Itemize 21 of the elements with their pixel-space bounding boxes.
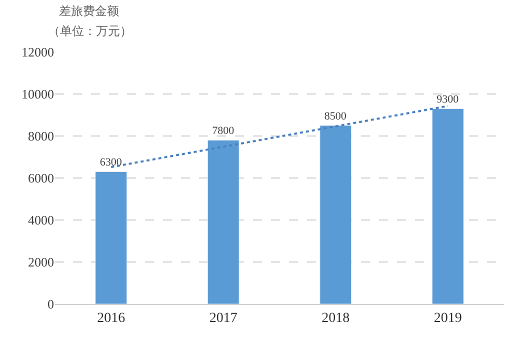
x-tick-label: 2019 — [434, 310, 462, 326]
y-tick-label: 2000 — [28, 254, 54, 270]
data-label: 6300 — [100, 156, 122, 169]
bar — [95, 171, 128, 304]
bar — [207, 140, 240, 304]
y-tick-label: 12000 — [22, 44, 54, 60]
chart-title: 差旅费金额 — [59, 4, 119, 18]
x-tick-label: 2018 — [322, 310, 350, 326]
data-label: 8500 — [324, 110, 347, 122]
y-tick-label: 0 — [48, 296, 54, 312]
y-tick-label: 8000 — [28, 128, 54, 144]
y-tick-label: 4000 — [28, 212, 54, 228]
y-tick-label: 10000 — [22, 86, 54, 102]
y-tick-label: 6000 — [28, 170, 54, 186]
bar — [320, 125, 352, 304]
data-label: 9300 — [436, 94, 460, 106]
chart-subtitle: （单位：万元） — [48, 24, 132, 38]
data-label: 7800 — [212, 125, 235, 138]
bar — [432, 108, 464, 304]
x-tick-label: 2017 — [209, 310, 238, 326]
x-tick-label: 2016 — [97, 310, 126, 326]
